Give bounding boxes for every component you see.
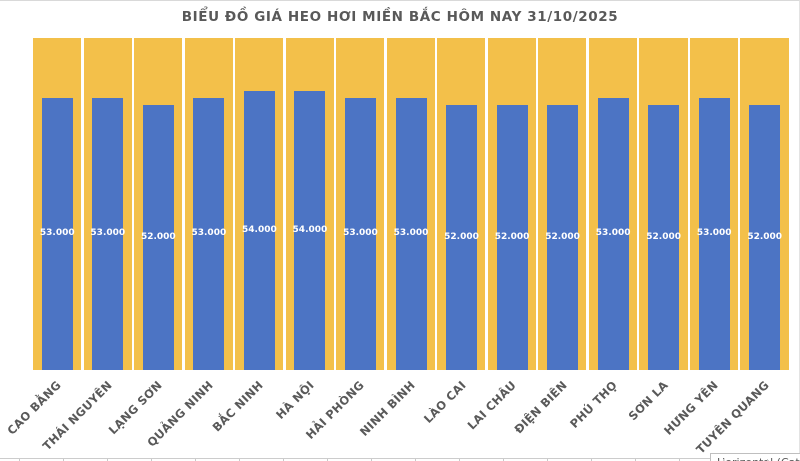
worksheet-column-tick xyxy=(679,459,680,461)
worksheet-column-tick xyxy=(283,459,284,461)
price-bar[interactable] xyxy=(446,105,478,370)
price-bar[interactable] xyxy=(41,98,73,370)
data-label: 52.000 xyxy=(140,231,176,242)
data-label: 53.000 xyxy=(595,228,631,238)
axis-tooltip-text: Horizontal (Cat xyxy=(717,456,800,461)
price-bar[interactable] xyxy=(193,98,225,370)
data-label: 54.000 xyxy=(292,224,328,235)
category-axis[interactable]: CAO BẰNG THÁI NGUYÊN LẠNG SƠN QUẢNG NINH BẮC… xyxy=(0,370,800,461)
worksheet-column-tick xyxy=(723,459,724,461)
plot-area[interactable]: 53.000 53.000 52.000 53.000 54.000 54.000 53.0… xyxy=(32,38,790,370)
price-bar[interactable] xyxy=(496,105,528,370)
data-label: 53.000 xyxy=(39,228,75,238)
data-label: 52.000 xyxy=(646,231,682,242)
worksheet-column-tick xyxy=(371,459,372,461)
data-label: 52.000 xyxy=(494,231,530,242)
data-label: 53.000 xyxy=(191,228,227,238)
data-label: 52.000 xyxy=(444,231,479,242)
axis-tooltip: Horizontal (Cat xyxy=(710,453,800,461)
data-label: 53.000 xyxy=(696,228,732,238)
worksheet-gridline xyxy=(0,458,800,459)
data-label: 52.000 xyxy=(545,231,580,242)
price-bar[interactable] xyxy=(547,105,579,370)
data-label: 52.000 xyxy=(747,231,783,242)
price-bar[interactable] xyxy=(597,98,629,370)
price-bar[interactable] xyxy=(243,91,275,370)
worksheet-column-tick xyxy=(591,459,592,461)
price-bar[interactable] xyxy=(395,98,427,370)
data-label: 53.000 xyxy=(393,228,429,238)
price-bar[interactable] xyxy=(698,98,730,370)
category-label[interactable]: CAO BẰNG xyxy=(4,378,65,438)
worksheet-column-tick xyxy=(239,459,240,461)
data-label: 53.000 xyxy=(343,228,378,238)
data-label: 54.000 xyxy=(242,224,277,235)
worksheet-column-tick xyxy=(19,459,20,461)
price-bar[interactable] xyxy=(648,105,680,370)
chart-title[interactable]: BIỂU ĐỒ GIÁ HEO HƠI MIỀN BẮC HÔM NAY 31/… xyxy=(181,9,619,25)
price-bar[interactable] xyxy=(294,91,326,370)
worksheet-column-tick xyxy=(459,459,460,461)
price-bar[interactable] xyxy=(92,98,124,370)
worksheet-column-tick xyxy=(151,459,152,461)
worksheet-column-tick xyxy=(767,459,768,461)
worksheet-column-tick xyxy=(195,459,196,461)
worksheet-column-tick xyxy=(503,459,504,461)
worksheet-column-tick xyxy=(327,459,328,461)
price-bar[interactable] xyxy=(749,105,781,370)
worksheet-column-tick xyxy=(107,459,108,461)
worksheet-column-tick xyxy=(415,459,416,461)
price-bar[interactable] xyxy=(344,98,376,370)
worksheet-column-tick xyxy=(547,459,548,461)
price-bar[interactable] xyxy=(142,105,174,370)
worksheet-column-tick xyxy=(63,459,64,461)
worksheet-column-tick xyxy=(635,459,636,461)
data-label: 53.000 xyxy=(90,228,126,238)
